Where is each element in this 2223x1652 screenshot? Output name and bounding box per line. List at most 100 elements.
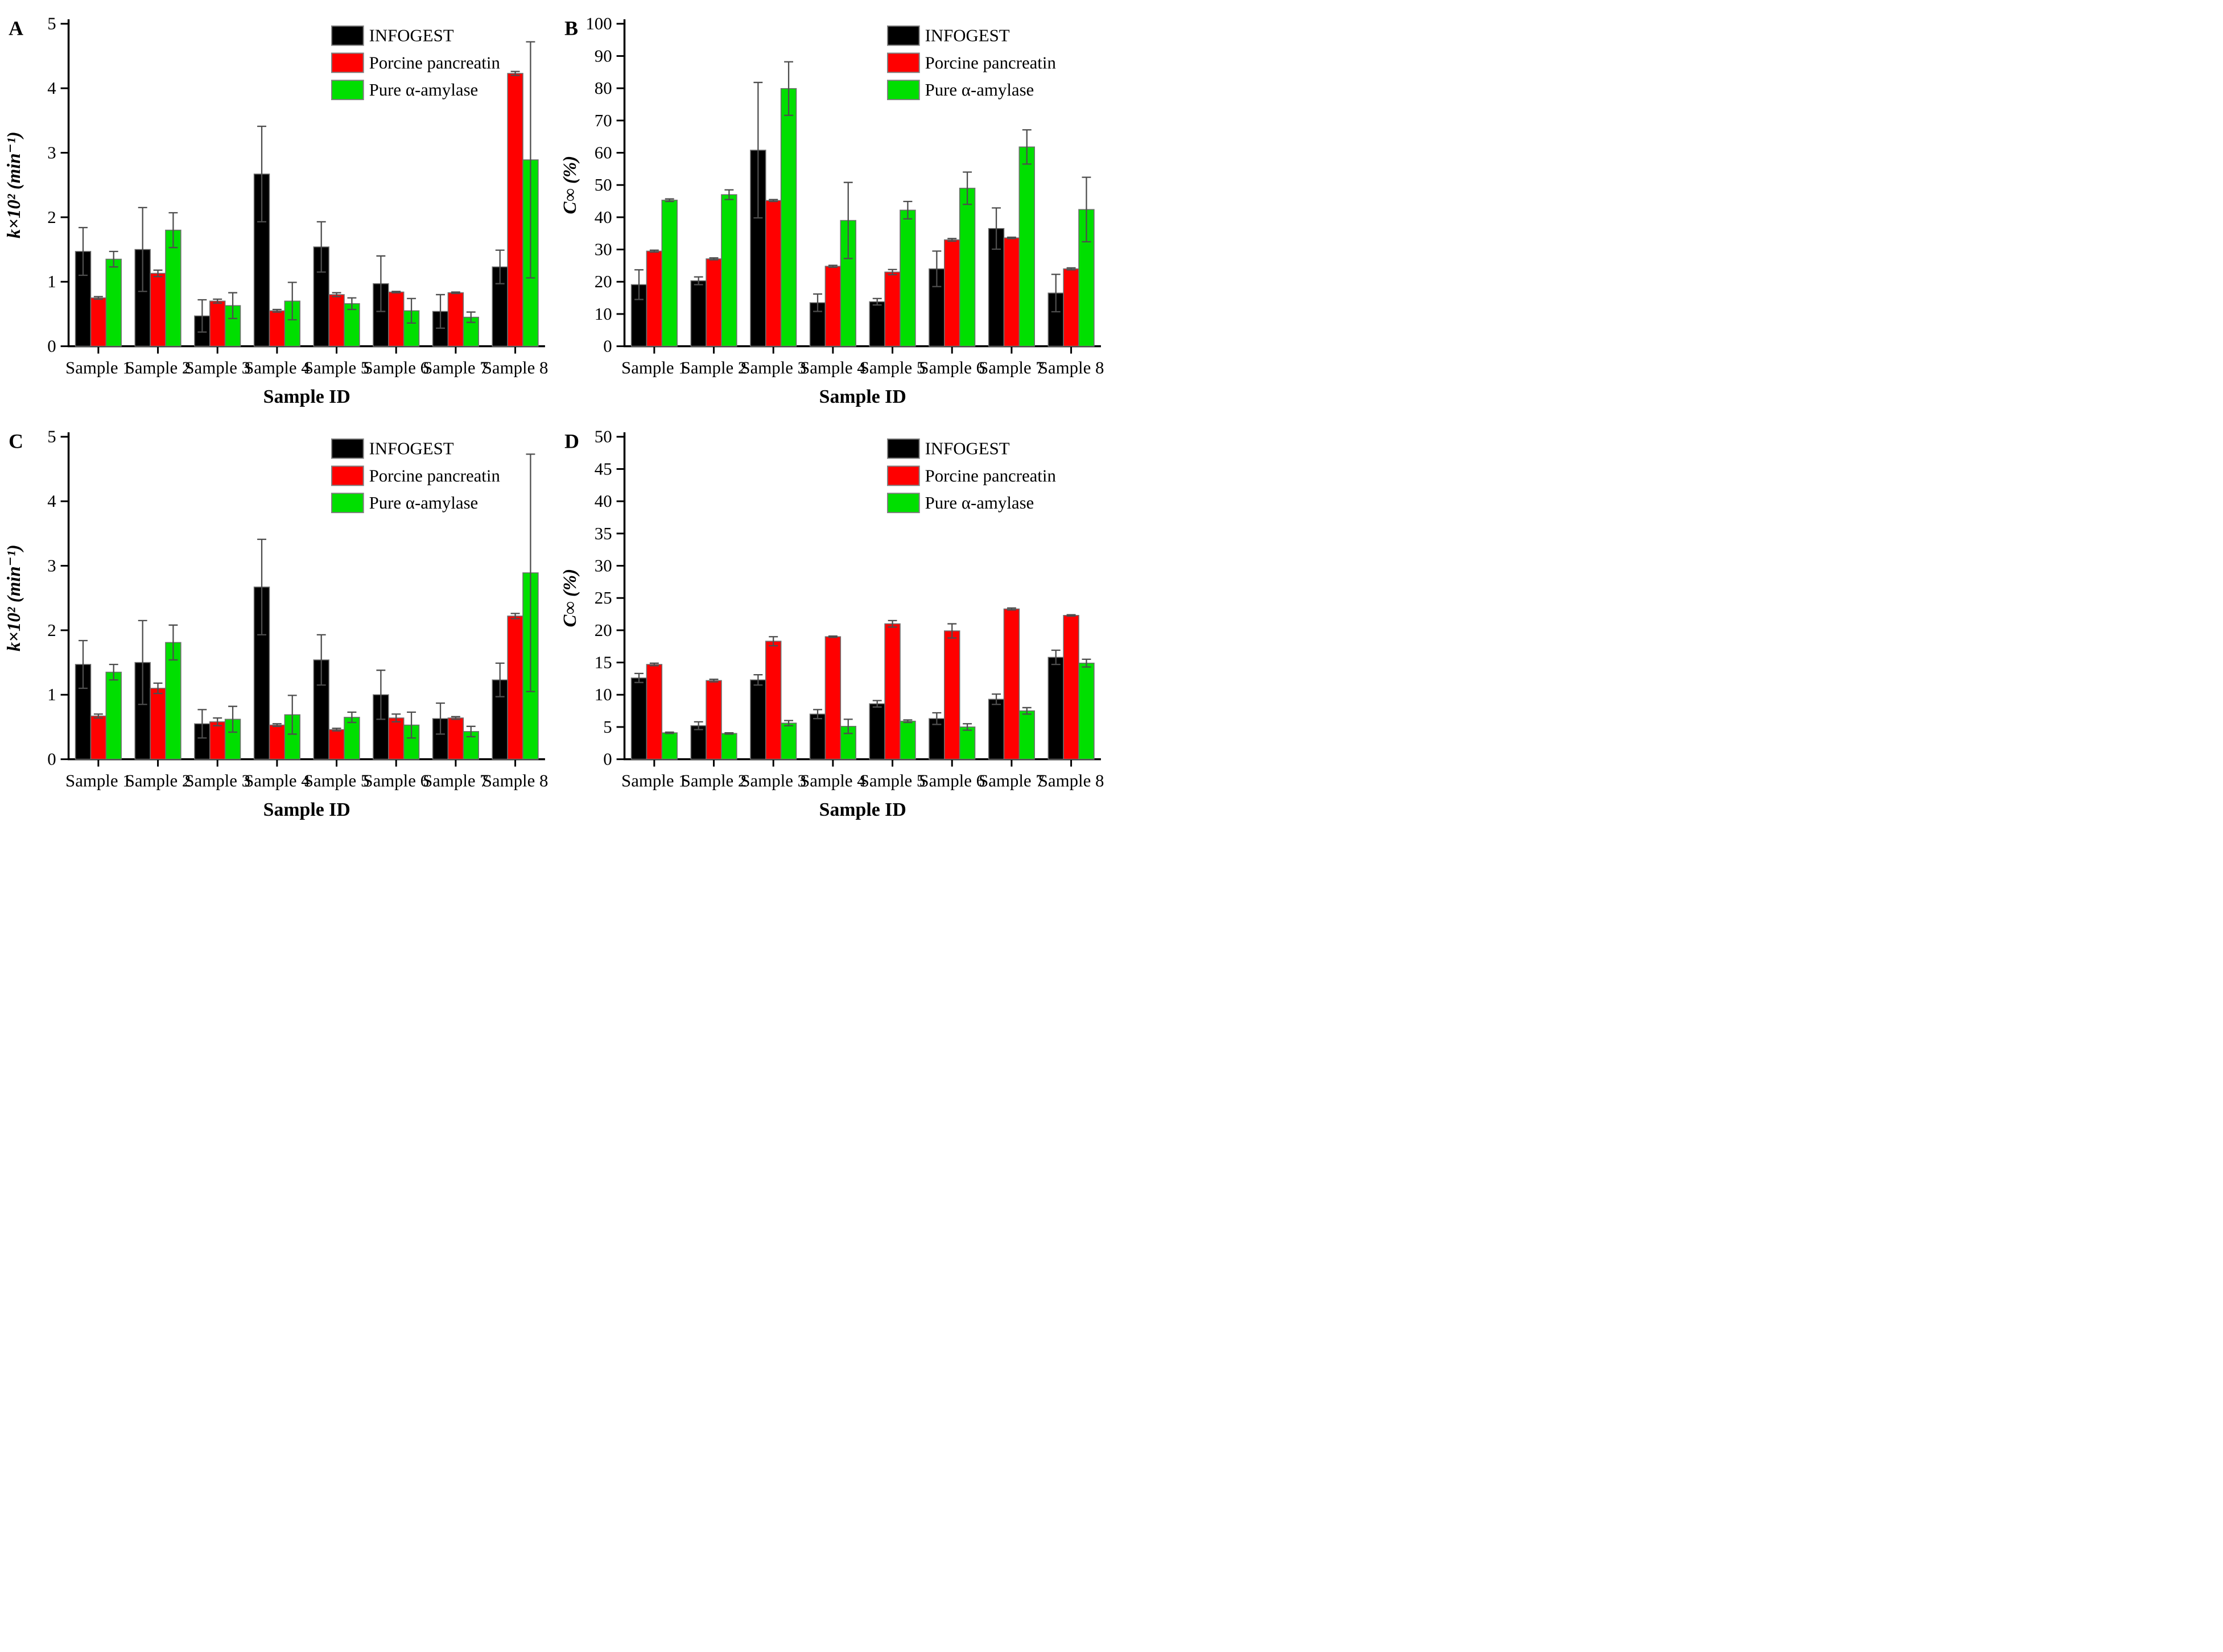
bar [944, 239, 960, 347]
y-tick-label: 10 [595, 304, 612, 324]
x-tick-label: Sample 1 [621, 771, 687, 790]
bar [869, 301, 885, 347]
bar [507, 616, 523, 760]
bar [90, 715, 107, 760]
legend-label: Pure α-amylase [925, 80, 1034, 100]
bar [388, 291, 405, 347]
x-tick-label: Sample 2 [681, 358, 747, 377]
y-tick-label: 4 [47, 79, 56, 98]
y-tick-label: 3 [47, 556, 56, 575]
y-tick-label: 40 [595, 208, 612, 227]
bar [1003, 608, 1020, 760]
bar [150, 688, 166, 760]
x-tick-label: Sample 7 [979, 771, 1045, 790]
legend-label: INFOGEST [925, 26, 1010, 46]
y-tick-label: 35 [595, 524, 612, 543]
bar [328, 294, 345, 347]
y-tick-label: 30 [595, 556, 612, 575]
bar [900, 720, 916, 760]
x-tick-label: Sample 7 [423, 771, 489, 790]
legend-swatch [331, 465, 364, 486]
y-tick-label: 15 [595, 653, 612, 672]
y-tick-label: 70 [595, 111, 612, 130]
y-tick-label: 20 [595, 621, 612, 640]
bar [630, 677, 647, 760]
bar [690, 725, 707, 760]
x-tick-label: Sample 8 [482, 358, 548, 377]
x-tick-label: Sample 6 [919, 771, 985, 790]
x-tick-label: Sample 2 [125, 358, 191, 377]
x-axis-title: Sample ID [263, 799, 350, 820]
y-tick-label: 50 [595, 175, 612, 195]
x-tick-label: Sample 8 [1038, 358, 1104, 377]
bar [706, 258, 722, 347]
bar [1018, 710, 1035, 760]
bar [209, 721, 226, 760]
legend-swatch [331, 52, 364, 73]
bar [507, 73, 523, 347]
x-axis-title: Sample ID [819, 799, 906, 820]
bar [1063, 615, 1079, 760]
x-tick-label: Sample 4 [244, 358, 310, 377]
bar [824, 266, 842, 347]
y-axis-title: C∞ (%) [560, 156, 580, 214]
x-tick-label: Sample 5 [860, 771, 926, 790]
bar [988, 699, 1005, 760]
bar [869, 703, 885, 760]
y-tick-label: 25 [595, 588, 612, 608]
bar [824, 636, 842, 760]
bar [447, 717, 464, 760]
bar [929, 718, 945, 760]
bar [1047, 656, 1064, 760]
panel-label: B [564, 17, 578, 40]
legend-label: Porcine pancreatin [925, 466, 1056, 485]
x-tick-label: Sample 5 [860, 358, 926, 377]
bar [646, 250, 663, 347]
bar [765, 641, 782, 760]
panel-B: 0 10 20 30 40 50 60 70 80 90 100 B C∞ (%) Sample 1 Sam… [556, 0, 1112, 413]
legend-label: Pure α-amylase [369, 493, 479, 513]
bar [388, 717, 405, 760]
legend-label: INFOGEST [925, 439, 1010, 459]
y-tick-label: 5 [47, 427, 56, 447]
bar [750, 679, 766, 760]
y-tick-label: 3 [47, 143, 56, 162]
bar [165, 229, 182, 347]
bar [1018, 146, 1035, 347]
legend-swatch [331, 25, 364, 46]
bar [1063, 268, 1079, 347]
bar [809, 713, 826, 760]
legend-label: Pure α-amylase [925, 493, 1034, 513]
x-tick-label: Sample 1 [65, 358, 131, 377]
y-tick-label: 50 [595, 427, 612, 447]
y-tick-label: 0 [603, 750, 612, 769]
legend-swatch [331, 80, 364, 101]
y-tick-label: 80 [595, 79, 612, 98]
x-tick-label: Sample 5 [304, 771, 370, 790]
x-tick-label: Sample 6 [919, 358, 985, 377]
bar [344, 717, 360, 760]
y-tick-label: 30 [595, 240, 612, 259]
x-tick-label: Sample 1 [65, 771, 131, 790]
bar [447, 292, 464, 347]
y-axis-title: C∞ (%) [560, 569, 580, 627]
x-tick-label: Sample 1 [621, 358, 687, 377]
y-tick-label: 100 [585, 14, 612, 34]
x-tick-label: Sample 2 [125, 771, 191, 790]
y-axis-title: k×10² (min⁻¹) [4, 544, 24, 651]
bar [780, 722, 797, 760]
bar [209, 300, 226, 347]
y-tick-label: 4 [47, 492, 56, 511]
bar [780, 88, 797, 347]
y-tick-label: 90 [595, 46, 612, 65]
y-tick-label: 2 [47, 208, 56, 227]
bar [105, 258, 122, 347]
legend-label: Porcine pancreatin [369, 53, 500, 72]
